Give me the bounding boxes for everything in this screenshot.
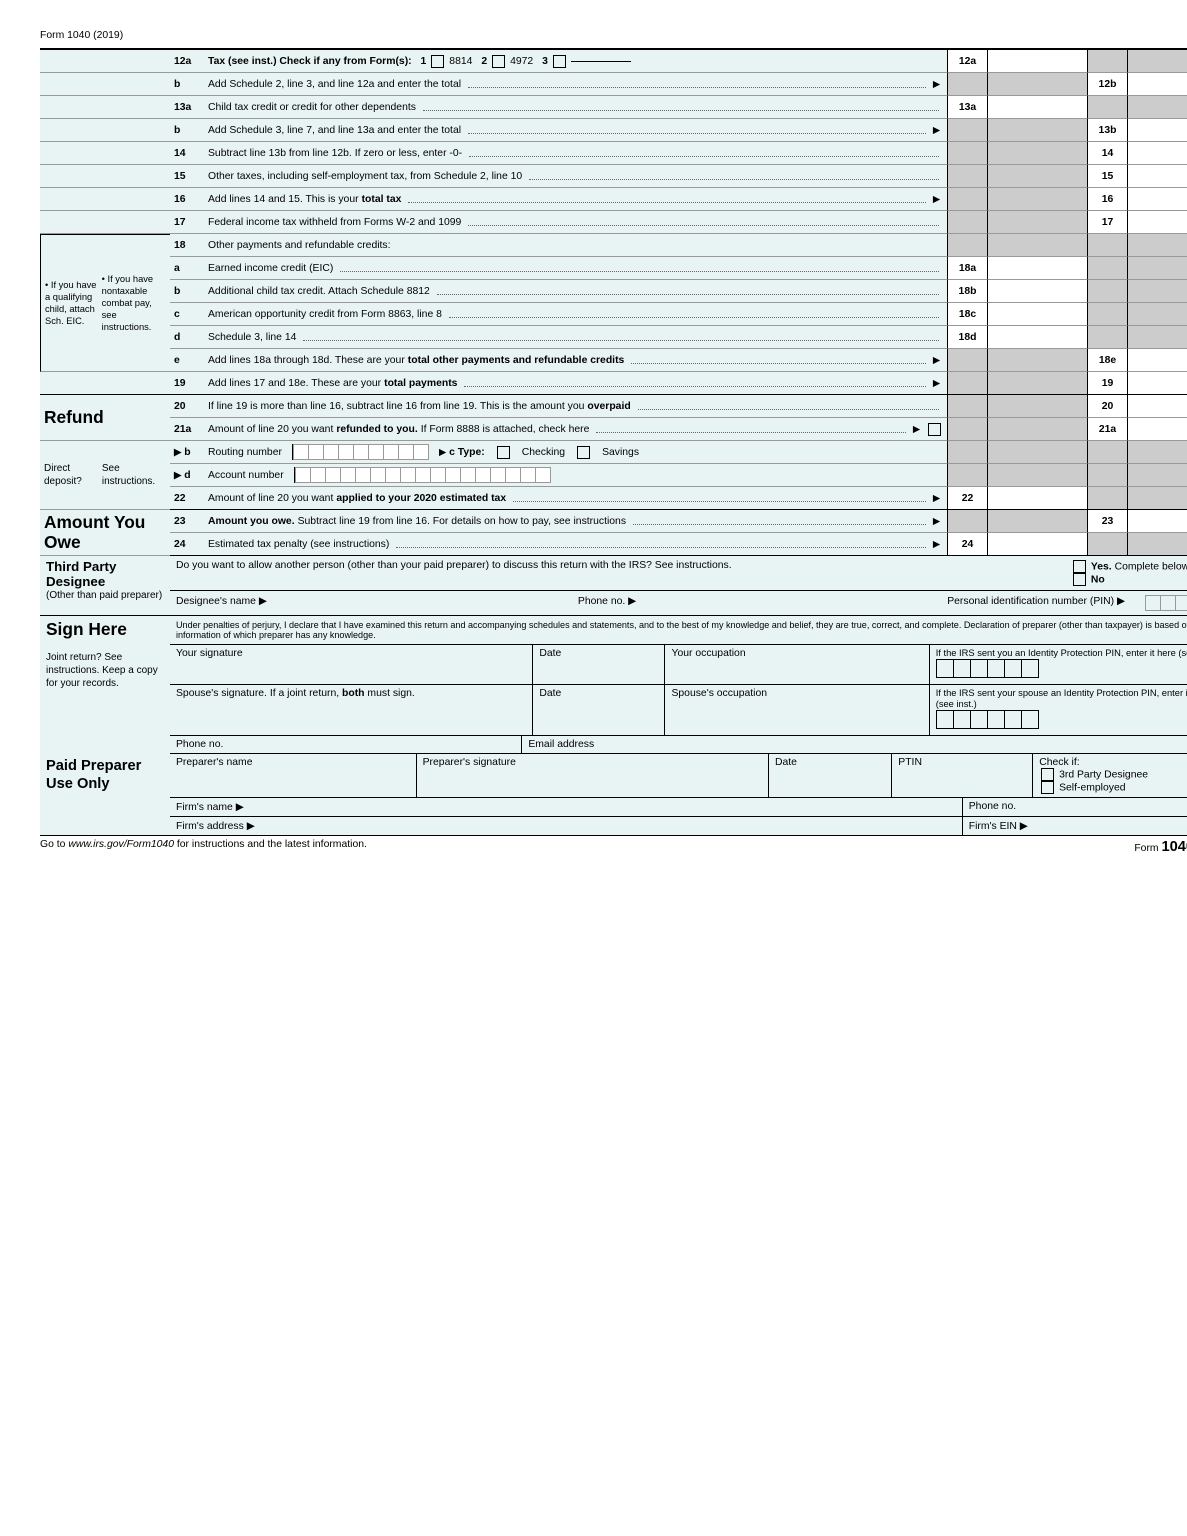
line-16: Add lines 14 and 15. This is your total …: [204, 188, 947, 211]
account-number[interactable]: [294, 467, 551, 483]
spouse-occupation[interactable]: [671, 699, 922, 721]
line-12b: Add Schedule 2, line 3, and line 12a and…: [204, 73, 947, 96]
line-18: Other payments and refundable credits:: [204, 234, 947, 257]
side-tpd: Third Party Designee(Other than paid pre…: [40, 556, 170, 615]
line-14: Subtract line 13b from line 12b. If zero…: [204, 142, 947, 165]
input-18d[interactable]: [987, 326, 1087, 349]
line-18d: Schedule 3, line 14: [204, 326, 947, 349]
line-21b: Routing number c Type: Checking Savings: [204, 441, 947, 464]
side-ppu: Paid Preparer Use Only: [40, 754, 170, 835]
line-23: Amount you owe. Subtract line 19 from li…: [204, 510, 947, 533]
checkbox-tpd-no[interactable]: [1073, 573, 1086, 586]
checkbox-tpd-yes[interactable]: [1073, 560, 1086, 573]
your-signature[interactable]: [176, 659, 526, 681]
line-12a-num: 12a: [170, 50, 204, 73]
checkbox-3rd-party[interactable]: [1041, 768, 1054, 781]
input-13b[interactable]: [1127, 119, 1187, 142]
input-16[interactable]: [1127, 188, 1187, 211]
line-18b: Additional child tax credit. Attach Sche…: [204, 280, 947, 303]
input-18b[interactable]: [987, 280, 1087, 303]
tpd-question: Do you want to allow another person (oth…: [176, 560, 1061, 571]
spouse-date[interactable]: [539, 699, 658, 721]
line-13b: Add Schedule 3, line 7, and line 13a and…: [204, 119, 947, 142]
checkbox-checking[interactable]: [497, 446, 510, 459]
your-occupation[interactable]: [671, 659, 922, 681]
line-17: Federal income tax withheld from Forms W…: [204, 211, 947, 234]
routing-number[interactable]: [292, 444, 429, 460]
line-18e: Add lines 18a through 18d. These are you…: [204, 349, 947, 372]
tpd-name-label: Designee's name ▶: [176, 595, 267, 611]
line-21a: Amount of line 20 you want refunded to y…: [204, 418, 947, 441]
perjury-text: Under penalties of perjury, I declare th…: [170, 616, 1187, 645]
line-19: Add lines 17 and 18e. These are your tot…: [204, 372, 947, 395]
line-13a: Child tax credit or credit for other dep…: [204, 96, 947, 119]
email[interactable]: Email address: [522, 736, 1187, 753]
firm-ein[interactable]: Firm's EIN ▶: [963, 817, 1187, 835]
line-15: Other taxes, including self-employment t…: [204, 165, 947, 188]
line-20: If line 19 is more than line 16, subtrac…: [204, 395, 947, 418]
spouse-ipp-pin[interactable]: [936, 710, 1039, 729]
firm-name[interactable]: Firm's name ▶: [170, 798, 963, 816]
preparer-name[interactable]: [176, 768, 410, 786]
line-18a: Earned income credit (EIC): [204, 257, 947, 280]
checkbox-savings[interactable]: [577, 446, 590, 459]
input-12b[interactable]: [1127, 73, 1187, 96]
preparer-ptin[interactable]: [898, 768, 1026, 786]
spouse-signature[interactable]: [176, 699, 526, 721]
footer-goto: Go to www.irs.gov/Form1040 for instructi…: [40, 839, 367, 855]
tpd-phone-field[interactable]: [656, 595, 927, 611]
sign-date[interactable]: [539, 659, 658, 681]
input-23[interactable]: [1127, 510, 1187, 533]
input-15[interactable]: [1127, 165, 1187, 188]
line-21d: Account number: [204, 464, 947, 487]
header-left: Form 1040 (2019): [40, 30, 123, 46]
input-19[interactable]: [1127, 372, 1187, 395]
input-18a[interactable]: [987, 257, 1087, 280]
input-22[interactable]: [987, 487, 1087, 510]
firm-phone[interactable]: Phone no.: [963, 798, 1187, 816]
firm-address[interactable]: Firm's address ▶: [170, 817, 963, 835]
ipp-pin[interactable]: [936, 659, 1039, 678]
phone-no[interactable]: Phone no.: [170, 736, 522, 753]
input-21a[interactable]: [1127, 418, 1187, 441]
tpd-phone-label: Phone no. ▶: [578, 595, 636, 611]
checkbox-self-emp[interactable]: [1041, 781, 1054, 794]
tpd-pin-label: Personal identification number (PIN) ▶: [947, 595, 1125, 611]
checkbox-4972[interactable]: [492, 55, 505, 68]
input-14[interactable]: [1127, 142, 1187, 165]
line-22: Amount of line 20 you want applied to yo…: [204, 487, 947, 510]
tpd-pin[interactable]: [1145, 595, 1187, 611]
input-20[interactable]: [1127, 395, 1187, 418]
input-12a[interactable]: [987, 50, 1087, 73]
input-24[interactable]: [987, 533, 1087, 556]
side-owe: Amount You Owe: [40, 510, 170, 556]
footer-form: Form 1040 (2019): [1134, 839, 1187, 855]
side-eic: • If you have a qualifying child, attach…: [40, 234, 170, 372]
side-sign: Sign HereJoint return? See instructions.…: [40, 616, 170, 754]
preparer-sig[interactable]: [423, 768, 762, 786]
input-13a[interactable]: [987, 96, 1087, 119]
side-refund: Refund: [40, 395, 170, 441]
input-17[interactable]: [1127, 211, 1187, 234]
input-18e[interactable]: [1127, 349, 1187, 372]
line-18c: American opportunity credit from Form 88…: [204, 303, 947, 326]
line-24: Estimated tax penalty (see instructions): [204, 533, 947, 556]
checkbox-12a-3[interactable]: [553, 55, 566, 68]
line-12a-text: Tax (see inst.) Check if any from Form(s…: [204, 50, 947, 73]
preparer-date[interactable]: [775, 768, 885, 786]
checkbox-8888[interactable]: [928, 423, 941, 436]
tpd-name-field[interactable]: [287, 595, 558, 611]
checkbox-8814[interactable]: [431, 55, 444, 68]
side-dd: Direct deposit?See instructions.: [40, 441, 170, 510]
input-18c[interactable]: [987, 303, 1087, 326]
